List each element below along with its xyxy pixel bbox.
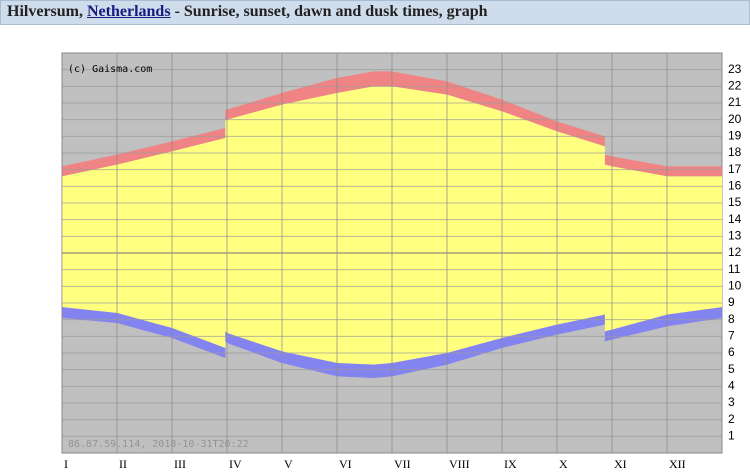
y-tick-label: 18 bbox=[728, 145, 742, 159]
annotation: (c) Gaisma.com bbox=[68, 64, 152, 75]
x-tick-label: VII bbox=[394, 457, 411, 471]
header: Hilversum, Netherlands - Sunrise, sunset… bbox=[0, 0, 750, 25]
x-tick-label: II bbox=[119, 457, 127, 471]
y-tick-label: 20 bbox=[728, 112, 742, 126]
annotation: 86.87.59.114, 2018-10-31T20:22 bbox=[68, 439, 249, 450]
x-tick-label: V bbox=[284, 457, 293, 471]
y-tick-label: 22 bbox=[728, 79, 742, 93]
x-tick-label: I bbox=[64, 457, 68, 471]
country-link[interactable]: Netherlands bbox=[87, 3, 171, 20]
x-tick-label: III bbox=[174, 457, 186, 471]
x-tick-label: VIII bbox=[449, 457, 470, 471]
y-tick-label: 2 bbox=[728, 412, 735, 426]
y-tick-label: 9 bbox=[728, 295, 735, 309]
x-tick-label: IX bbox=[504, 457, 517, 471]
y-tick-label: 23 bbox=[728, 62, 742, 76]
y-tick-label: 17 bbox=[728, 162, 742, 176]
y-tick-label: 21 bbox=[728, 95, 742, 109]
x-tick-label: X bbox=[559, 457, 568, 471]
band bbox=[62, 71, 722, 177]
y-tick-label: 5 bbox=[728, 362, 735, 376]
y-tick-label: 16 bbox=[728, 179, 742, 193]
y-tick-label: 15 bbox=[728, 195, 742, 209]
y-tick-label: 8 bbox=[728, 312, 735, 326]
y-tick-label: 12 bbox=[728, 245, 742, 259]
y-tick-label: 3 bbox=[728, 395, 735, 409]
place: Hilversum, bbox=[7, 3, 87, 20]
y-tick-label: 7 bbox=[728, 329, 735, 343]
x-tick-label: VI bbox=[339, 457, 352, 471]
y-tick-label: 11 bbox=[728, 262, 741, 276]
title-rest: - Sunrise, sunset, dawn and dusk times, … bbox=[170, 3, 488, 20]
x-tick-label: XII bbox=[669, 457, 686, 471]
y-tick-label: 13 bbox=[728, 229, 742, 243]
page-title: Hilversum, Netherlands - Sunrise, sunset… bbox=[1, 1, 749, 21]
y-tick-label: 4 bbox=[728, 379, 735, 393]
y-tick-label: 14 bbox=[728, 212, 742, 226]
y-tick-label: 10 bbox=[728, 279, 742, 293]
y-tick-label: 6 bbox=[728, 345, 735, 359]
y-tick-label: 19 bbox=[728, 129, 742, 143]
y-tick-label: 1 bbox=[728, 429, 735, 443]
x-tick-label: XI bbox=[614, 457, 627, 471]
x-tick-label: IV bbox=[229, 457, 242, 471]
